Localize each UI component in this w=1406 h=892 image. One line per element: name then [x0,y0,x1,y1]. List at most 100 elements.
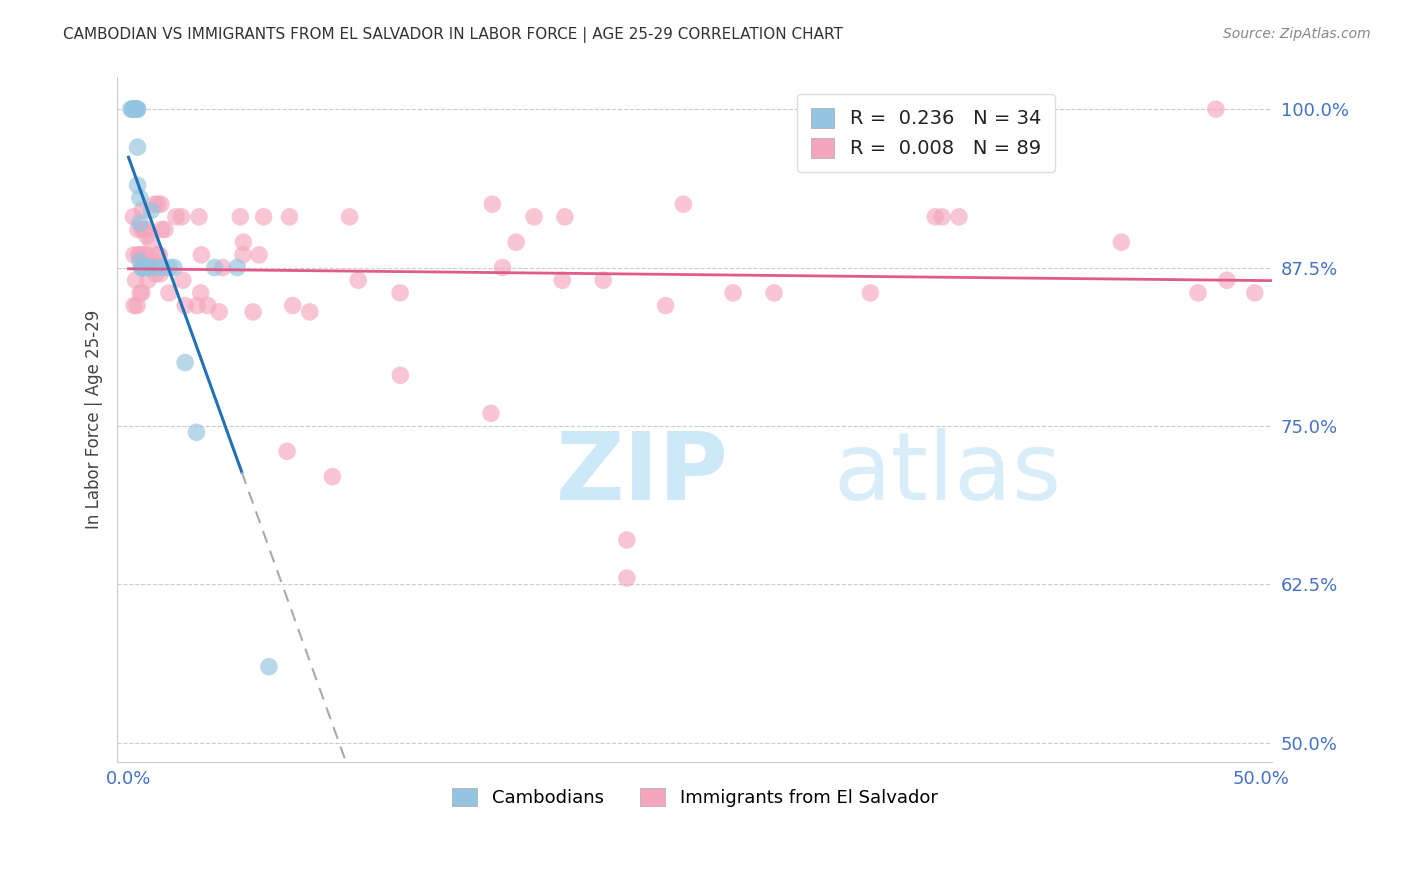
Point [204,260,226,275]
Point [124,102,146,116]
Point [170,210,193,224]
Text: ZIP: ZIP [557,428,730,520]
Point [149,197,172,211]
Point [141,203,163,218]
Point [141,254,163,268]
Point [152,260,174,275]
Point [554,210,576,224]
Point [1187,285,1209,300]
Text: Source: ZipAtlas.com: Source: ZipAtlas.com [1223,27,1371,41]
Point [197,299,219,313]
Point [135,248,157,262]
Y-axis label: In Labor Force | Age 25-29: In Labor Force | Age 25-29 [86,310,103,529]
Point [124,273,146,287]
Point [616,533,638,547]
Point [157,285,180,300]
Point [321,469,343,483]
Point [131,222,153,236]
Point [128,191,150,205]
Point [163,260,186,275]
Point [132,222,155,236]
Text: CAMBODIAN VS IMMIGRANTS FROM EL SALVADOR IN LABOR FORCE | AGE 25-29 CORRELATION : CAMBODIAN VS IMMIGRANTS FROM EL SALVADOR… [63,27,844,43]
Point [479,406,502,420]
Point [122,102,145,116]
Point [150,222,173,236]
Point [1111,235,1133,250]
Point [131,260,153,275]
Point [122,102,145,116]
Point [763,285,786,300]
Point [172,273,194,287]
Point [138,260,160,275]
Point [128,248,150,262]
Point [127,222,149,236]
Point [146,248,169,262]
Point [523,210,546,224]
Text: atlas: atlas [834,428,1062,520]
Point [174,299,197,313]
Point [257,659,280,673]
Point [128,216,150,230]
Point [149,267,172,281]
Point [146,197,169,211]
Point [247,248,270,262]
Point [136,273,159,287]
Point [131,203,153,218]
Point [252,210,274,224]
Point [232,248,254,262]
Point [1216,273,1239,287]
Point [592,273,614,287]
Point [135,260,157,275]
Point [153,222,176,236]
Point [165,210,187,224]
Point [226,260,249,275]
Point [124,102,146,116]
Point [131,260,153,275]
Point [145,267,167,281]
Point [616,571,638,585]
Point [122,102,145,116]
Point [339,210,361,224]
Point [138,260,160,275]
Point [128,248,150,262]
Point [145,260,167,275]
Point [139,235,162,250]
Point [120,102,142,116]
Point [276,444,298,458]
Point [481,197,503,211]
Point [186,299,208,313]
Point [859,285,882,300]
Point [122,299,145,313]
Point [1205,102,1227,116]
Point [924,210,946,224]
Point [278,210,301,224]
Point [135,228,157,243]
Point [232,235,254,250]
Point [127,102,149,116]
Point [128,254,150,268]
Point [1243,285,1265,300]
Point [347,273,370,287]
Point [298,305,321,319]
Point [148,248,170,262]
Point [672,197,695,211]
Point [505,235,527,250]
Point [131,248,153,262]
Point [242,305,264,319]
Point [229,210,252,224]
Point [188,210,211,224]
Point [491,260,513,275]
Point [389,368,412,383]
Point [174,355,197,369]
Point [131,260,153,275]
Point [551,273,574,287]
Point [190,248,212,262]
Point [134,260,156,275]
Point [654,299,676,313]
Point [721,285,744,300]
Point [127,178,149,193]
Point [931,210,953,224]
Point [127,140,149,154]
Point [186,425,208,440]
Legend: Cambodians, Immigrants from El Salvador: Cambodians, Immigrants from El Salvador [444,780,945,814]
